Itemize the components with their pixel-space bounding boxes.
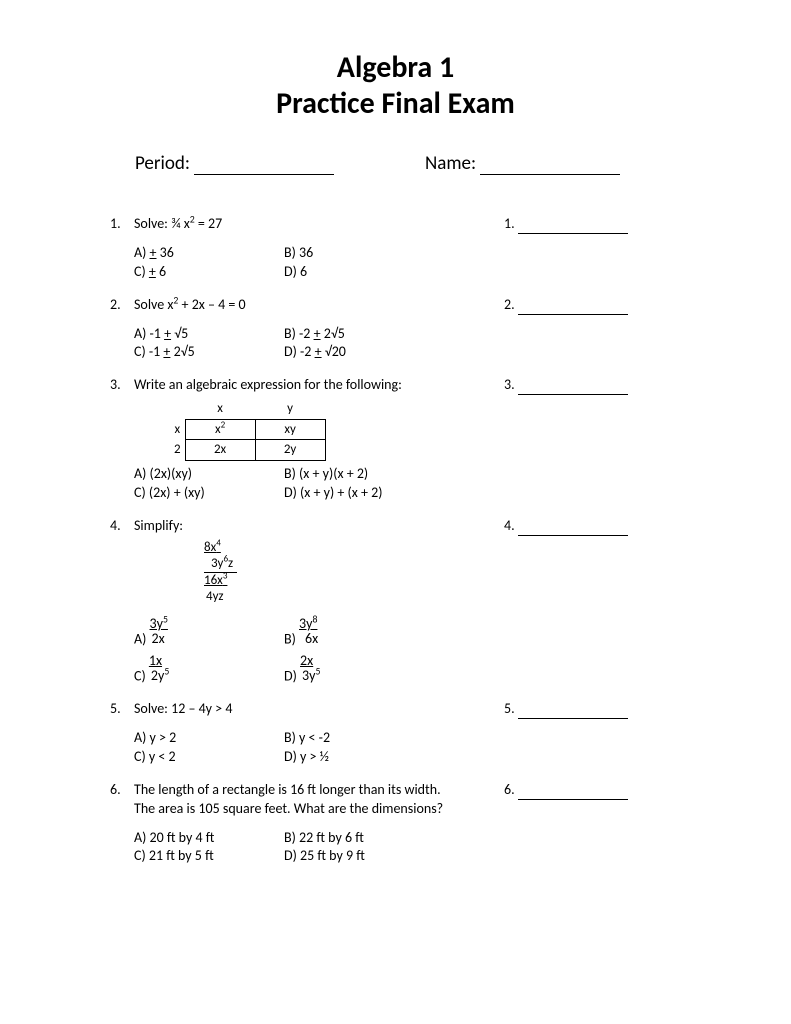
q1-choice-d: D) 6 xyxy=(284,263,307,282)
q4-choice-a: A) 3y52x xyxy=(134,616,284,649)
q5-answer: 5. xyxy=(504,700,628,767)
q6-choice-a: A) 20 ft by 4 ft xyxy=(134,829,284,848)
q2-body: Solve x2 + 2x – 4 = 0 A) -1 + √5 B) -2 +… xyxy=(134,296,504,363)
q2-choice-a: A) -1 + √5 xyxy=(134,325,284,344)
question-4: 4. Simplify: 8x4 3y6z 16x3 4yz A) 3y52x … xyxy=(110,517,701,686)
q5-choice-d: D) y > ½ xyxy=(284,748,329,767)
q5-choices: A) y > 2 B) y < -2 C) y < 2 D) y > ½ xyxy=(134,729,504,767)
q1-choice-b: B) 36 xyxy=(284,244,313,263)
q2-choice-b: B) -2 + 2√5 xyxy=(284,325,345,344)
question-5: 5. Solve: 12 – 4y > 4 A) y > 2 B) y < -2… xyxy=(110,700,701,767)
period-label: Period: xyxy=(135,152,190,175)
q6-choice-c: C) 21 ft by 5 ft xyxy=(134,847,284,866)
q1-choice-c: C) + 6 xyxy=(134,263,284,282)
q5-prompt: Solve: 12 – 4y > 4 xyxy=(134,700,232,717)
q4-choice-c: C) 1x2y5 xyxy=(134,653,284,686)
q2-choice-c: C) -1 + 2√5 xyxy=(134,343,284,362)
q4-prompt: Simplify: xyxy=(134,517,183,534)
q3-choice-b: B) (x + y)(x + 2) xyxy=(284,465,368,484)
q3-table-r1c1: x2 xyxy=(185,419,255,440)
q6-answer-blank[interactable] xyxy=(518,799,628,800)
q3-number: 3. xyxy=(110,376,134,502)
period-blank[interactable] xyxy=(194,174,334,175)
q3-table-header-x: x xyxy=(185,399,255,419)
period-field: Period: xyxy=(135,152,425,175)
q6-number: 6. xyxy=(110,781,134,867)
title-line-2: Practice Final Exam xyxy=(90,86,701,122)
q3-choice-c: C) (2x) + (xy) xyxy=(134,484,284,503)
q1-answer: 1. xyxy=(504,215,628,282)
q3-answer: 3. xyxy=(504,376,628,502)
q1-body: Solve: ¾ x2 = 27 A) + 36 B) 36 C) + 6 D)… xyxy=(134,215,504,282)
q6-choices: A) 20 ft by 4 ft B) 22 ft by 6 ft C) 21 … xyxy=(134,829,504,867)
q4-number: 4. xyxy=(110,517,134,686)
q3-table: xy xx2xy 22x2y xyxy=(164,399,326,461)
q3-table-r2c1: 2x xyxy=(185,440,255,461)
header-row: Period: Name: xyxy=(90,152,701,175)
q4-answer-blank[interactable] xyxy=(518,535,628,536)
q3-choice-a: A) (2x)(xy) xyxy=(134,465,284,484)
q4-choice-d: D) 2x3y5 xyxy=(284,653,320,686)
question-6: 6. The length of a rectangle is 16 ft lo… xyxy=(110,781,701,867)
q5-choice-c: C) y < 2 xyxy=(134,748,284,767)
q5-answer-blank[interactable] xyxy=(518,718,628,719)
q2-choice-d: D) -2 + √20 xyxy=(284,343,346,362)
question-3: 3. Write an algebraic expression for the… xyxy=(110,376,701,502)
q1-number: 1. xyxy=(110,215,134,282)
q3-answer-blank[interactable] xyxy=(518,394,628,395)
name-blank[interactable] xyxy=(480,174,620,175)
q6-choice-d: D) 25 ft by 9 ft xyxy=(284,847,365,866)
question-1: 1. Solve: ¾ x2 = 27 A) + 36 B) 36 C) + 6… xyxy=(110,215,701,282)
q1-choice-a: A) + 36 xyxy=(134,244,284,263)
q1-answer-blank[interactable] xyxy=(518,233,628,234)
q3-table-r2c2: 2y xyxy=(255,440,325,461)
q1-prompt: Solve: ¾ x2 = 27 xyxy=(134,215,222,232)
q4-body: Simplify: 8x4 3y6z 16x3 4yz A) 3y52x B) … xyxy=(134,517,504,686)
q4-fraction: 8x4 3y6z 16x3 4yz xyxy=(204,540,504,606)
q5-number: 5. xyxy=(110,700,134,767)
q3-prompt: Write an algebraic expression for the fo… xyxy=(134,376,402,393)
q3-table-row1-label: x xyxy=(164,419,185,440)
q3-table-r1c2: xy xyxy=(255,419,325,440)
name-field: Name: xyxy=(425,152,620,175)
q5-body: Solve: 12 – 4y > 4 A) y > 2 B) y < -2 C)… xyxy=(134,700,504,767)
q4-choices: A) 3y52x B) 3y86x C) 1x2y5 D) 2x3y5 xyxy=(134,616,504,687)
q5-choice-a: A) y > 2 xyxy=(134,729,284,748)
q2-answer-blank[interactable] xyxy=(518,314,628,315)
q1-choices: A) + 36 B) 36 C) + 6 D) 6 xyxy=(134,244,504,282)
q6-prompt-line2: The area is 105 square feet. What are th… xyxy=(134,800,504,819)
q6-choice-b: B) 22 ft by 6 ft xyxy=(284,829,364,848)
q2-answer: 2. xyxy=(504,296,628,363)
q3-table-row2-label: 2 xyxy=(164,440,185,461)
q6-answer: 6. xyxy=(504,781,628,867)
q4-answer: 4. xyxy=(504,517,628,686)
q5-choice-b: B) y < -2 xyxy=(284,729,330,748)
q3-choices: A) (2x)(xy) B) (x + y)(x + 2) C) (2x) + … xyxy=(134,465,504,503)
q4-choice-b: B) 3y86x xyxy=(284,616,318,649)
q6-prompt-line1: The length of a rectangle is 16 ft longe… xyxy=(134,781,504,800)
name-label: Name: xyxy=(425,152,476,175)
q6-body: The length of a rectangle is 16 ft longe… xyxy=(134,781,504,867)
q2-number: 2. xyxy=(110,296,134,363)
title-line-1: Algebra 1 xyxy=(90,50,701,86)
question-2: 2. Solve x2 + 2x – 4 = 0 A) -1 + √5 B) -… xyxy=(110,296,701,363)
page-title: Algebra 1 Practice Final Exam xyxy=(90,50,701,122)
q3-table-header-y: y xyxy=(255,399,325,419)
q2-choices: A) -1 + √5 B) -2 + 2√5 C) -1 + 2√5 D) -2… xyxy=(134,325,504,363)
q2-prompt: Solve x2 + 2x – 4 = 0 xyxy=(134,296,246,313)
q3-body: Write an algebraic expression for the fo… xyxy=(134,376,504,502)
q3-choice-d: D) (x + y) + (x + 2) xyxy=(284,484,382,503)
questions: 1. Solve: ¾ x2 = 27 A) + 36 B) 36 C) + 6… xyxy=(90,215,701,866)
